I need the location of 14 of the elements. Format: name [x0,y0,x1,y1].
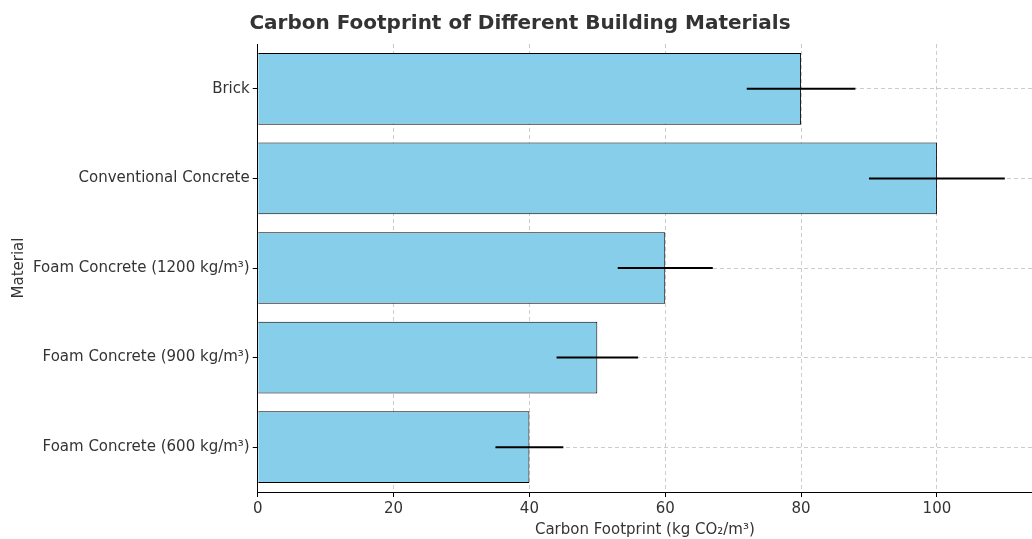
x-tick-label: 20 [384,498,404,517]
x-axis-title: Carbon Footprint (kg CO₂/m³) [534,519,755,538]
chart-title: Carbon Footprint of Different Building Materials [249,10,791,35]
x-tick-label: 0 [252,498,263,517]
x-tick-label: 80 [791,498,811,517]
x-tick-label: 100 [922,498,952,517]
x-tick-label: 40 [519,498,539,517]
y-tick-label: Foam Concrete (1200 kg/m³) [32,257,250,276]
x-tick-label: 60 [655,498,675,517]
y-axis-title: Material [8,237,27,299]
y-tick-label: Foam Concrete (600 kg/m³) [42,437,250,456]
y-tick-label: Conventional Concrete [78,168,250,187]
y-tick-label: Brick [212,78,251,97]
y-tick-label: Foam Concrete (900 kg/m³) [42,347,250,366]
